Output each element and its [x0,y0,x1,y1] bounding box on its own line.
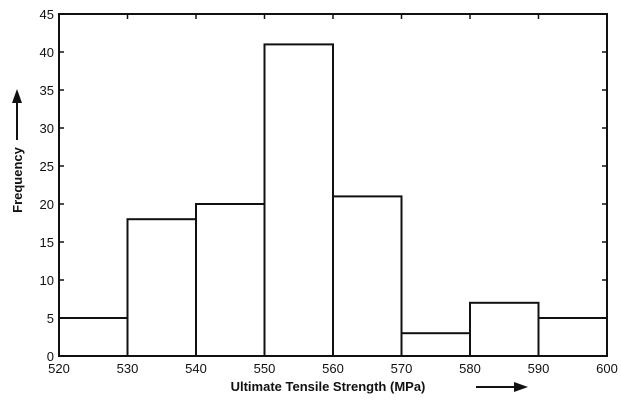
y-tick-label: 40 [40,45,54,60]
y-axis-ticks: 0 5 10 15 20 25 30 35 40 45 [40,7,607,364]
histogram-bars [58,43,608,358]
y-tick-label: 5 [47,311,54,326]
histogram-bar-590-600 [537,317,608,357]
x-tick-label: 590 [528,361,550,376]
x-axis-label: Ultimate Tensile Strength (MPa) [231,379,426,394]
histogram-bar-560-570 [332,195,403,357]
x-tick-label: 560 [322,361,344,376]
y-axis-label: Frequency [10,146,25,213]
histogram-bar-550-560 [263,43,334,358]
x-tick-label: 570 [391,361,413,376]
histogram-bar-520-530 [58,317,129,357]
y-tick-label: 10 [40,273,54,288]
x-tick-label: 530 [117,361,139,376]
y-tick-label: 45 [40,7,54,22]
y-tick-label: 35 [40,83,54,98]
x-axis-ticks: 520 530 540 550 560 570 580 590 600 [48,14,618,376]
x-tick-label: 580 [459,361,481,376]
x-tick-label: 520 [48,361,70,376]
histogram-bar-540-550 [195,203,266,357]
y-axis-arrow [12,89,22,140]
x-tick-label: 600 [596,361,618,376]
histogram-bar-530-540 [126,218,197,357]
histogram-bar-580-590 [469,301,540,357]
histogram-bar-570-580 [400,332,471,358]
x-tick-label: 550 [254,361,276,376]
y-tick-label: 25 [40,159,54,174]
x-tick-label: 540 [185,361,207,376]
x-axis-arrow [476,382,528,392]
y-tick-label: 20 [40,197,54,212]
y-tick-label: 15 [40,235,54,250]
y-tick-label: 0 [47,349,54,364]
y-tick-label: 30 [40,121,54,136]
